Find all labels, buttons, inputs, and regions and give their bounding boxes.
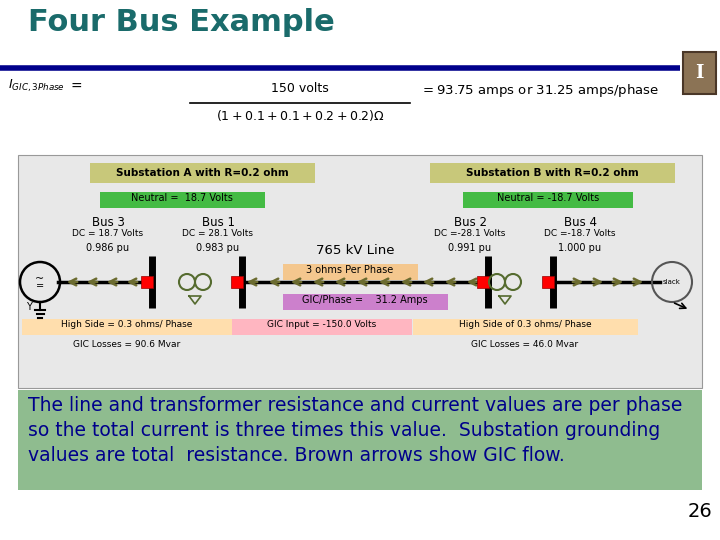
Text: Bus 3: Bus 3 [91,216,125,229]
Text: 0.983 pu: 0.983 pu [197,243,240,253]
Text: 3 ohms Per Phase: 3 ohms Per Phase [307,265,394,275]
Bar [430,163,675,183]
Bar [231,276,243,288]
Text: High Side = 0.3 ohms/ Phase: High Side = 0.3 ohms/ Phase [61,320,193,329]
Text: High Side of 0.3 ohms/ Phase: High Side of 0.3 ohms/ Phase [459,320,591,329]
Bar [22,319,232,335]
Text: GIC Losses = 90.6 Mvar: GIC Losses = 90.6 Mvar [73,340,181,349]
Text: 1.000 pu: 1.000 pu [559,243,602,253]
Text: $I_{GIC, 3Phase}$: $I_{GIC, 3Phase}$ [8,78,65,94]
Text: 765 kV Line: 765 kV Line [316,244,395,257]
Bar [477,276,489,288]
Text: GIC Input = -150.0 Volts: GIC Input = -150.0 Volts [267,320,377,329]
Text: Neutral = -18.7 Volts: Neutral = -18.7 Volts [497,193,599,203]
Text: slack: slack [663,279,681,285]
Text: 26: 26 [688,502,712,521]
Bar [18,155,702,388]
Text: $\Upsilon$: $\Upsilon$ [26,300,34,312]
Text: Bus 2: Bus 2 [454,216,487,229]
Text: I: I [695,64,703,82]
Bar [100,192,265,208]
Text: $(1+0.1+0.1+0.2+0.2)\Omega$: $(1+0.1+0.1+0.2+0.2)\Omega$ [216,108,384,123]
Text: GIC Losses = 46.0 Mvar: GIC Losses = 46.0 Mvar [472,340,579,349]
Text: Substation B with R=0.2 ohm: Substation B with R=0.2 ohm [466,168,639,178]
Text: Neutral =  18.7 Volts: Neutral = 18.7 Volts [131,193,233,203]
Text: GIC/Phase =    31.2 Amps: GIC/Phase = 31.2 Amps [302,295,428,305]
Text: Substation A with R=0.2 ohm: Substation A with R=0.2 ohm [116,168,289,178]
Bar [413,319,638,335]
Text: 0.991 pu: 0.991 pu [449,243,492,253]
Bar [232,319,412,335]
Text: 0.986 pu: 0.986 pu [86,243,130,253]
Text: =: = [36,281,44,291]
Text: Four Bus Example: Four Bus Example [28,8,335,37]
Bar [18,390,702,490]
Text: Bus 4: Bus 4 [564,216,596,229]
Text: The line and transformer resistance and current values are per phase
so the tota: The line and transformer resistance and … [28,396,683,465]
Bar [90,163,315,183]
Text: DC =-18.7 Volts: DC =-18.7 Volts [544,229,616,238]
Text: DC = 28.1 Volts: DC = 28.1 Volts [182,229,253,238]
Text: Bus 1: Bus 1 [202,216,235,229]
Text: DC =-28.1 Volts: DC =-28.1 Volts [434,229,505,238]
Bar [542,276,554,288]
Text: $= 93.75$ amps or $31.25$ amps/phase: $= 93.75$ amps or $31.25$ amps/phase [420,82,660,99]
Text: 150 volts: 150 volts [271,82,329,95]
Bar [141,276,153,288]
Text: ~: ~ [35,274,45,284]
Bar [683,52,716,94]
Bar [283,294,448,310]
Bar [283,264,418,280]
Text: DC = 18.7 Volts: DC = 18.7 Volts [73,229,143,238]
Text: $=$: $=$ [68,78,83,92]
Bar [463,192,633,208]
